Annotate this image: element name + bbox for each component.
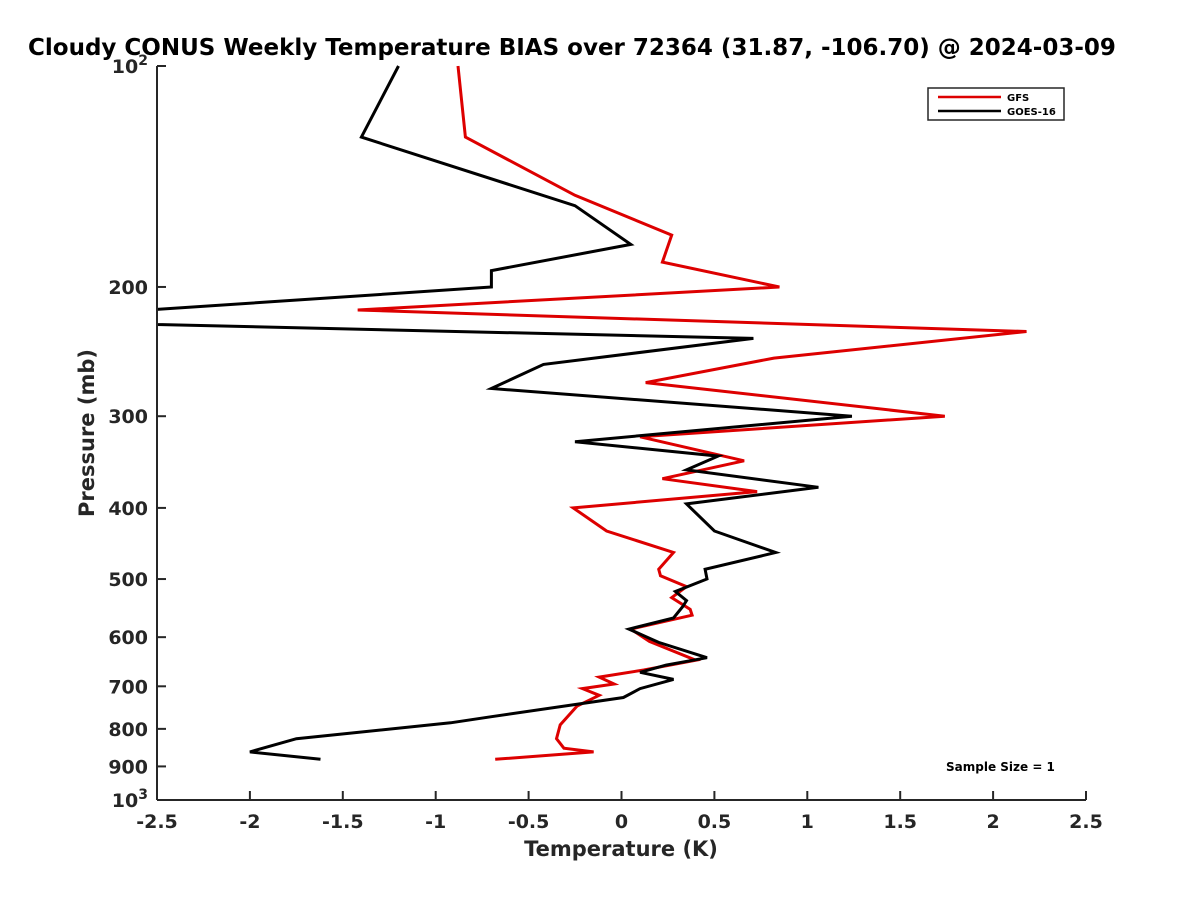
x-tick-label: 1 bbox=[801, 811, 814, 833]
x-ticks: -2.5 -2 -1.5 -1 -0.5 0 0.5 1 1.5 2 2.5 bbox=[136, 791, 1103, 833]
sample-size-annotation: Sample Size = 1 bbox=[946, 760, 1055, 774]
y-tick-label: 400 bbox=[108, 498, 148, 520]
y-tick-label: 700 bbox=[108, 676, 148, 698]
x-tick-label: 0.5 bbox=[698, 811, 732, 833]
x-tick-label: 2.5 bbox=[1069, 811, 1103, 833]
legend-box bbox=[927, 87, 1065, 121]
y-tick-label: 500 bbox=[108, 569, 148, 591]
x-tick-label: 0 bbox=[615, 811, 628, 833]
y-tick-label: 800 bbox=[108, 719, 148, 741]
x-axis-label: Temperature (K) bbox=[524, 837, 718, 861]
legend: GFS GOES-16 bbox=[927, 87, 1065, 121]
x-tick-label: -2.5 bbox=[136, 811, 178, 833]
x-tick-label: 2 bbox=[986, 811, 999, 833]
x-tick-label: -1 bbox=[425, 811, 446, 833]
y-tick-label: 900 bbox=[108, 756, 148, 778]
y-tick-label: 600 bbox=[108, 627, 148, 649]
x-tick-label: -0.5 bbox=[508, 811, 550, 833]
legend-label-gfs: GFS bbox=[1007, 93, 1029, 104]
plot-area: -2.5 -2 -1.5 -1 -0.5 0 0.5 1 1.5 2 2.5 102 200 300 40… bbox=[108, 53, 1103, 833]
y-ticks: 102 200 300 400 500 600 700 800 900 103 bbox=[108, 53, 166, 812]
y-tick-label: 102 bbox=[112, 53, 148, 78]
chart-title: Cloudy CONUS Weekly Temperature BIAS ove… bbox=[28, 35, 1116, 61]
series-layer bbox=[157, 65, 1027, 761]
x-tick-label: -2 bbox=[239, 811, 260, 833]
y-tick-label: 103 bbox=[112, 787, 148, 812]
legend-label-goes16: GOES-16 bbox=[1007, 107, 1056, 118]
y-tick-label: 200 bbox=[108, 277, 148, 299]
x-tick-label: -1.5 bbox=[322, 811, 364, 833]
series-line-goes-16 bbox=[157, 65, 853, 761]
y-axis-label: Pressure (mb) bbox=[75, 349, 99, 517]
x-tick-label: 1.5 bbox=[883, 811, 917, 833]
series-line-gfs bbox=[357, 65, 1027, 761]
y-tick-label: 300 bbox=[108, 406, 148, 428]
axes bbox=[156, 66, 1086, 801]
